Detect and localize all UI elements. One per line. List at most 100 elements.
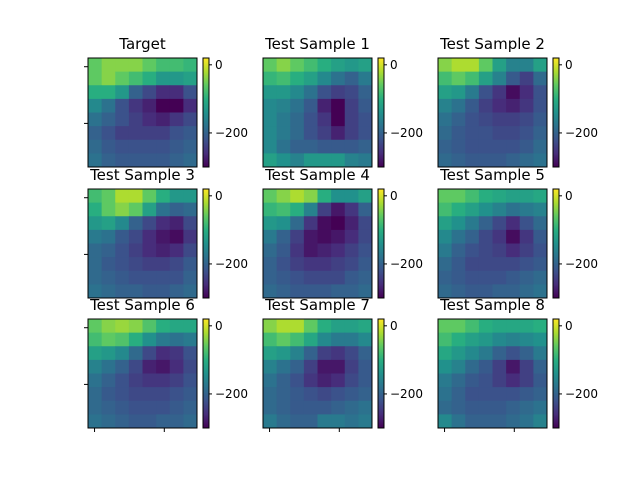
panel-frame <box>87 188 198 299</box>
heatmap-cell <box>478 332 493 347</box>
heatmap-cell <box>183 153 198 168</box>
heatmap-cell <box>317 139 332 154</box>
heatmap-panel: Test Sample 5 0 −200 <box>437 166 598 299</box>
heatmap-cell <box>263 216 278 231</box>
heatmap-cell <box>276 243 291 258</box>
heatmap-cell <box>492 332 507 347</box>
heatmap-cell <box>88 202 103 217</box>
heatmap-cell <box>478 257 493 272</box>
heatmap-cell <box>101 257 116 272</box>
heatmap-cell <box>492 126 507 141</box>
heatmap-cell <box>169 332 184 347</box>
panel-title: Test Sample 6 <box>89 296 195 314</box>
heatmap-cell <box>358 202 373 217</box>
heatmap-cell <box>128 387 143 402</box>
heatmap-cell <box>438 284 453 299</box>
heatmap-cell <box>331 126 346 141</box>
heatmap-cell <box>290 71 305 86</box>
heatmap-cell <box>115 270 130 285</box>
heatmap-cell <box>533 400 548 415</box>
heatmap-cell <box>478 319 493 334</box>
colorbar-tick-label: −200 <box>215 387 248 401</box>
heatmap-panel: Test Sample 4 0 −200 <box>262 166 423 299</box>
heatmap-cell <box>465 414 480 429</box>
heatmap-cell <box>465 58 480 73</box>
heatmap-cell <box>358 71 373 86</box>
heatmap-cell <box>317 257 332 272</box>
heatmap-cell <box>506 332 521 347</box>
heatmap-cell <box>478 189 493 204</box>
heatmap-cell <box>344 270 359 285</box>
heatmap-cell <box>438 71 453 86</box>
heatmap-cell <box>115 332 130 347</box>
heatmap-cell <box>492 400 507 415</box>
heatmap-cell <box>533 189 548 204</box>
heatmap-cell <box>533 373 548 388</box>
heatmap-cell <box>263 319 278 334</box>
heatmap-cell <box>317 414 332 429</box>
heatmap-cell <box>344 400 359 415</box>
panel-frame <box>437 188 548 299</box>
heatmap-cell <box>317 216 332 231</box>
heatmap-cell <box>303 216 318 231</box>
heatmap-cell <box>317 359 332 374</box>
colorbar-tick-label: 0 <box>390 189 398 203</box>
heatmap-cell <box>183 359 198 374</box>
heatmap-cell <box>276 346 291 361</box>
colorbar-tick-label: 0 <box>565 189 573 203</box>
panel-frame <box>262 57 373 168</box>
heatmap-cell <box>101 284 116 299</box>
heatmap-cell <box>142 257 157 272</box>
heatmap-cell <box>290 284 305 299</box>
heatmap-cell <box>263 98 278 113</box>
heatmap-cell <box>331 400 346 415</box>
heatmap-cell <box>492 229 507 244</box>
heatmap-cell <box>115 257 130 272</box>
heatmap-cell <box>263 257 278 272</box>
heatmap-cell <box>478 153 493 168</box>
heatmap-cell <box>263 400 278 415</box>
heatmap-cell <box>156 414 171 429</box>
heatmap-cell <box>506 229 521 244</box>
heatmap-cell <box>101 400 116 415</box>
heatmap-cell <box>183 202 198 217</box>
heatmap-cell <box>492 139 507 154</box>
heatmap-cell <box>263 387 278 402</box>
heatmap-cell <box>519 85 534 100</box>
heatmap-cell <box>115 414 130 429</box>
heatmap-cell <box>101 387 116 402</box>
heatmap-cell <box>156 400 171 415</box>
colorbar <box>203 189 209 298</box>
heatmap-cell <box>169 229 184 244</box>
heatmap-cell <box>128 332 143 347</box>
heatmap-cell <box>506 284 521 299</box>
heatmap-cell <box>478 58 493 73</box>
heatmap-cell <box>115 98 130 113</box>
heatmap-cell <box>533 284 548 299</box>
heatmap-cell <box>142 85 157 100</box>
heatmap-cell <box>183 216 198 231</box>
heatmap-cell <box>290 400 305 415</box>
heatmap-cell <box>492 98 507 113</box>
heatmap-cell <box>303 387 318 402</box>
heatmap-cell <box>276 400 291 415</box>
heatmap-cell <box>465 71 480 86</box>
heatmap-cell <box>290 112 305 127</box>
heatmap-cell <box>115 112 130 127</box>
heatmap-cell <box>128 319 143 334</box>
heatmap-cell <box>478 270 493 285</box>
heatmap-cell <box>438 319 453 334</box>
heatmap-cell <box>169 257 184 272</box>
colorbar-tick-label: −200 <box>565 257 598 271</box>
colorbar-tick-label: 0 <box>215 319 223 333</box>
heatmap-cell <box>451 332 466 347</box>
heatmap-cell <box>88 126 103 141</box>
heatmap-cell <box>290 243 305 258</box>
heatmap-cell <box>128 71 143 86</box>
panel-title: Target <box>118 35 166 53</box>
heatmap-cell <box>358 229 373 244</box>
heatmap-cell <box>101 98 116 113</box>
heatmap-cell <box>169 243 184 258</box>
heatmap-cell <box>533 216 548 231</box>
